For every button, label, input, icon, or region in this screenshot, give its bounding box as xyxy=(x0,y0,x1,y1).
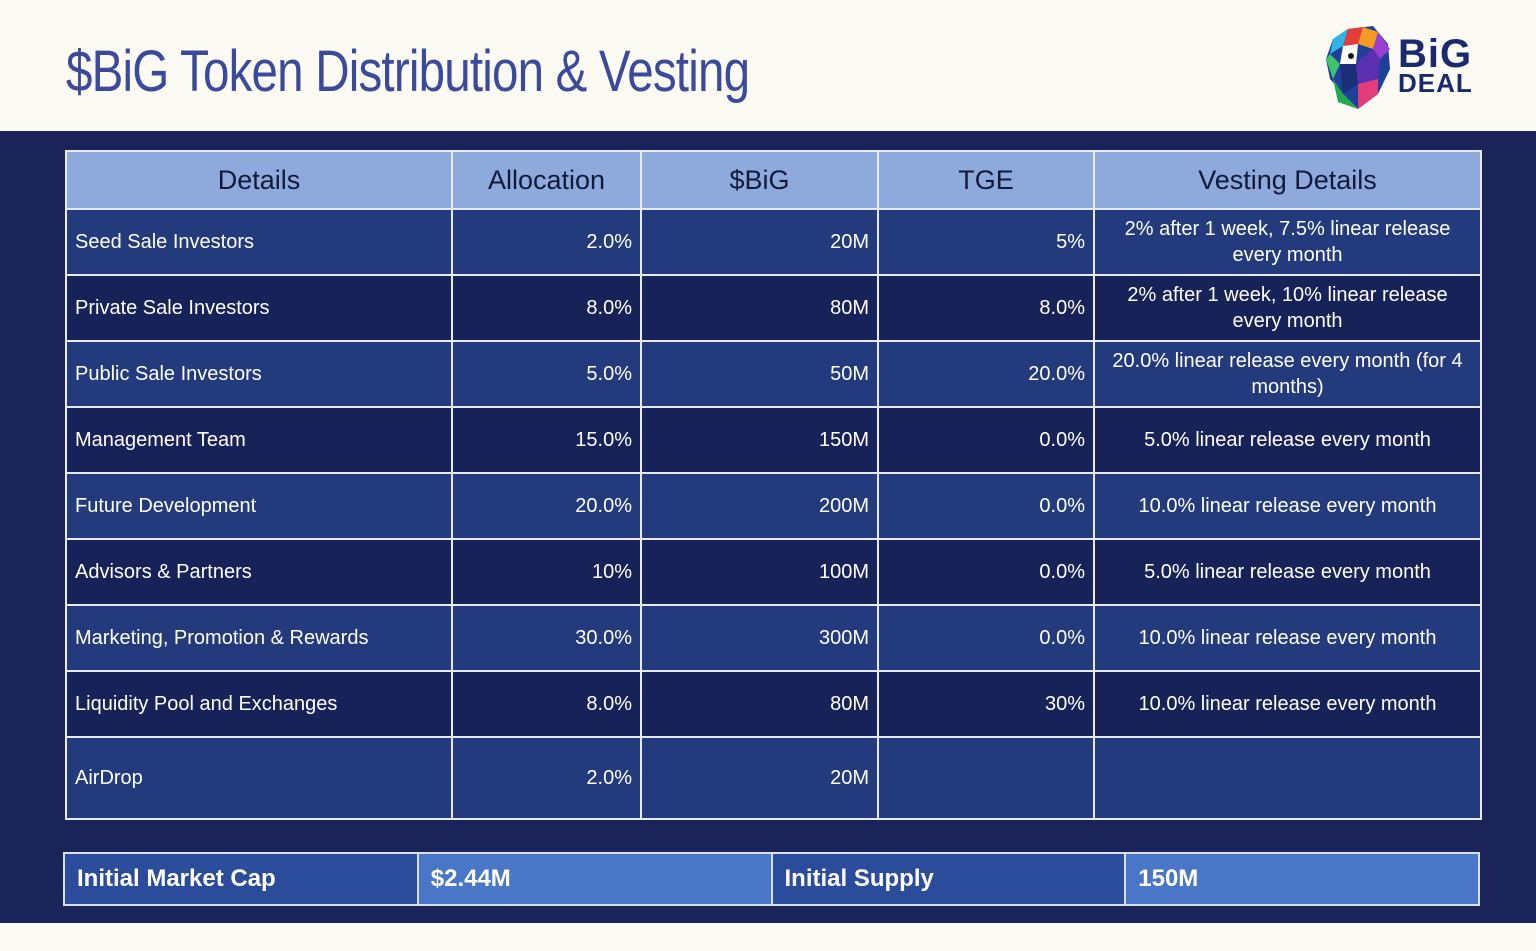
cell-allocation: 5.0% xyxy=(451,340,642,408)
cell-tge: 0.0% xyxy=(877,604,1095,672)
cell-details: Marketing, Promotion & Rewards xyxy=(65,604,453,672)
page-title: $BiG Token Distribution & Vesting xyxy=(66,39,750,104)
cell-tge: 20.0% xyxy=(877,340,1095,408)
cell-details: Private Sale Investors xyxy=(65,274,453,342)
cell-big: 200M xyxy=(640,472,879,540)
summary-bar: Initial Market Cap $2.44M Initial Supply… xyxy=(63,852,1480,906)
table-row: Advisors & Partners 10% 100M 0.0% 5.0% l… xyxy=(65,538,1482,606)
header-vesting-details: Vesting Details xyxy=(1093,150,1482,210)
cell-details: Public Sale Investors xyxy=(65,340,453,408)
cell-big: 80M xyxy=(640,274,879,342)
cell-tge: 0.0% xyxy=(877,472,1095,540)
cell-allocation: 8.0% xyxy=(451,670,642,738)
initial-market-cap-label: Initial Market Cap xyxy=(63,852,419,906)
cell-allocation: 2.0% xyxy=(451,736,642,820)
cell-big: 50M xyxy=(640,340,879,408)
cell-tge: 30% xyxy=(877,670,1095,738)
cell-vesting: 20.0% linear release every month (for 4 … xyxy=(1093,340,1482,408)
header-big: $BiG xyxy=(640,150,879,210)
cell-allocation: 15.0% xyxy=(451,406,642,474)
cell-vesting: 10.0% linear release every month xyxy=(1093,670,1482,738)
big-deal-logo: BiG DEAL xyxy=(1318,24,1478,114)
cell-details: Advisors & Partners xyxy=(65,538,453,606)
logo-text-deal: DEAL xyxy=(1398,68,1473,98)
cell-allocation: 20.0% xyxy=(451,472,642,540)
table-header-row: Details Allocation $BiG TGE Vesting Deta… xyxy=(65,150,1482,210)
cell-tge: 5% xyxy=(877,208,1095,276)
cell-big: 100M xyxy=(640,538,879,606)
cell-vesting: 5.0% linear release every month xyxy=(1093,538,1482,606)
cell-tge: 8.0% xyxy=(877,274,1095,342)
table-row: AirDrop 2.0% 20M xyxy=(65,736,1482,820)
cell-big: 300M xyxy=(640,604,879,672)
cell-details: Future Development xyxy=(65,472,453,540)
cell-allocation: 8.0% xyxy=(451,274,642,342)
cell-vesting: 2% after 1 week, 7.5% linear release eve… xyxy=(1093,208,1482,276)
cell-vesting xyxy=(1093,736,1482,820)
cell-details: Management Team xyxy=(65,406,453,474)
cell-tge xyxy=(877,736,1095,820)
table-row: Marketing, Promotion & Rewards 30.0% 300… xyxy=(65,604,1482,672)
cell-big: 80M xyxy=(640,670,879,738)
cell-tge: 0.0% xyxy=(877,538,1095,606)
cell-allocation: 30.0% xyxy=(451,604,642,672)
table-row: Liquidity Pool and Exchanges 8.0% 80M 30… xyxy=(65,670,1482,738)
cell-allocation: 2.0% xyxy=(451,208,642,276)
initial-market-cap-value: $2.44M xyxy=(416,852,773,906)
distribution-table: Details Allocation $BiG TGE Vesting Deta… xyxy=(65,150,1482,820)
initial-supply-value: 150M xyxy=(1124,852,1480,906)
table-row: Private Sale Investors 8.0% 80M 8.0% 2% … xyxy=(65,274,1482,342)
cell-big: 20M xyxy=(640,208,879,276)
cell-vesting: 2% after 1 week, 10% linear release ever… xyxy=(1093,274,1482,342)
cell-vesting: 5.0% linear release every month xyxy=(1093,406,1482,474)
cell-vesting: 10.0% linear release every month xyxy=(1093,604,1482,672)
table-row: Management Team 15.0% 150M 0.0% 5.0% lin… xyxy=(65,406,1482,474)
cell-big: 150M xyxy=(640,406,879,474)
header-allocation: Allocation xyxy=(451,150,642,210)
cell-details: AirDrop xyxy=(65,736,453,820)
logo-text-big: BiG xyxy=(1398,32,1473,76)
cell-allocation: 10% xyxy=(451,538,642,606)
cell-details: Seed Sale Investors xyxy=(65,208,453,276)
cell-tge: 0.0% xyxy=(877,406,1095,474)
cell-vesting: 10.0% linear release every month xyxy=(1093,472,1482,540)
table-row: Seed Sale Investors 2.0% 20M 5% 2% after… xyxy=(65,208,1482,276)
lion-head-icon xyxy=(1326,26,1390,109)
initial-supply-label: Initial Supply xyxy=(770,852,1127,906)
cell-big: 20M xyxy=(640,736,879,820)
table-row: Public Sale Investors 5.0% 50M 20.0% 20.… xyxy=(65,340,1482,408)
cell-details: Liquidity Pool and Exchanges xyxy=(65,670,453,738)
header-tge: TGE xyxy=(877,150,1095,210)
header-details: Details xyxy=(65,150,453,210)
table-row: Future Development 20.0% 200M 0.0% 10.0%… xyxy=(65,472,1482,540)
